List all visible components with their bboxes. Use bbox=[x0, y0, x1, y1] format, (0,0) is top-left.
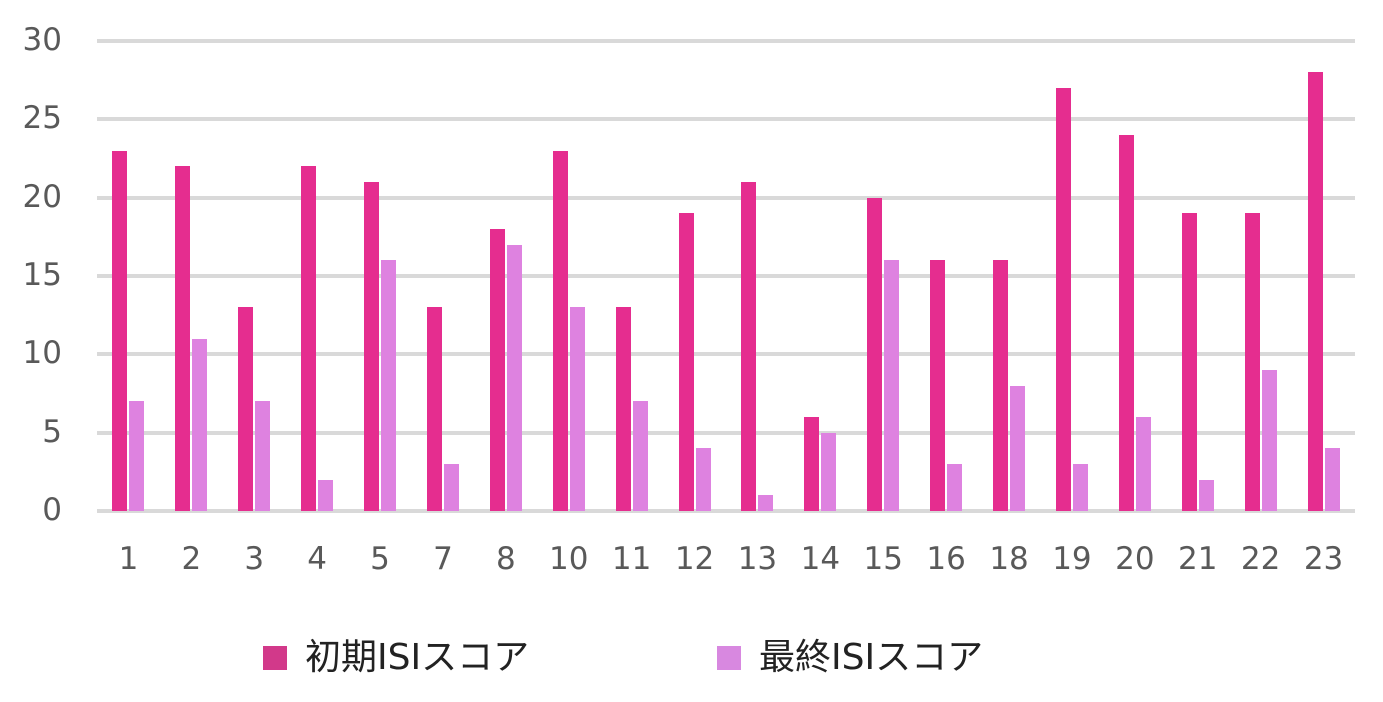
gridline bbox=[97, 430, 1355, 435]
bar-final-isi bbox=[1324, 448, 1340, 511]
bar-final-isi bbox=[255, 401, 271, 511]
y-tick-label: 15 bbox=[22, 257, 62, 293]
y-tick-label: 25 bbox=[22, 100, 62, 137]
legend-swatch-final bbox=[717, 646, 741, 670]
x-tick-label: 23 bbox=[1303, 541, 1344, 577]
gridline bbox=[97, 195, 1355, 200]
y-tick-label: 0 bbox=[42, 492, 62, 528]
bar-initial-isi bbox=[615, 307, 631, 511]
bar-final-isi bbox=[443, 464, 459, 511]
gridline bbox=[97, 352, 1355, 357]
bar-final-isi bbox=[695, 448, 711, 511]
bar-initial-isi bbox=[678, 213, 694, 511]
gridline bbox=[97, 39, 1355, 43]
legend-item-initial: 初期ISIスコア bbox=[263, 640, 529, 676]
bar-initial-isi bbox=[867, 197, 883, 511]
bar-initial-isi bbox=[741, 182, 757, 511]
x-tick-label: 22 bbox=[1240, 541, 1281, 577]
bar-final-isi bbox=[947, 464, 963, 511]
x-tick-label: 14 bbox=[800, 541, 841, 577]
x-tick-label: 18 bbox=[989, 541, 1029, 577]
bar-final-isi bbox=[1261, 370, 1277, 511]
bar-final-isi bbox=[1135, 417, 1151, 511]
bar-final-isi bbox=[1010, 385, 1026, 511]
bar-initial-isi bbox=[993, 260, 1009, 511]
gridline bbox=[97, 274, 1355, 278]
x-tick-label: 10 bbox=[549, 541, 589, 577]
legend-swatch-initial bbox=[263, 646, 287, 670]
bar-initial-isi bbox=[1055, 88, 1071, 511]
x-tick-label: 21 bbox=[1178, 541, 1218, 577]
bar-final-isi bbox=[758, 495, 774, 511]
legend: 初期ISIスコア 最終ISIスコア bbox=[0, 640, 1383, 690]
bar-final-isi bbox=[569, 307, 585, 511]
bar-final-isi bbox=[821, 432, 837, 511]
legend-item-final: 最終ISIスコア bbox=[717, 640, 983, 676]
legend-label-final: 最終ISIスコア bbox=[759, 637, 984, 678]
bar-final-isi bbox=[884, 260, 900, 511]
x-tick-label: 13 bbox=[737, 541, 778, 577]
x-tick-label: 1 bbox=[118, 541, 139, 577]
bar-initial-isi bbox=[238, 307, 254, 511]
bar-initial-isi bbox=[1118, 135, 1134, 511]
bar-initial-isi bbox=[930, 260, 946, 511]
bar-initial-isi bbox=[1307, 72, 1323, 511]
x-tick-label: 16 bbox=[926, 541, 966, 577]
bar-initial-isi bbox=[426, 307, 442, 511]
bar-initial-isi bbox=[489, 229, 505, 511]
x-tick-label: 20 bbox=[1115, 541, 1155, 577]
bar-final-isi bbox=[129, 401, 145, 511]
y-tick-label: 20 bbox=[22, 178, 62, 215]
x-tick-label: 19 bbox=[1052, 541, 1092, 577]
gridline bbox=[97, 117, 1355, 122]
bar-initial-isi bbox=[1244, 213, 1260, 511]
bar-initial-isi bbox=[1181, 213, 1197, 511]
bar-final-isi bbox=[318, 479, 334, 511]
gridline bbox=[97, 509, 1355, 513]
x-tick-label: 5 bbox=[370, 541, 390, 577]
y-tick-label: 10 bbox=[22, 335, 62, 372]
x-tick-label: 8 bbox=[495, 541, 516, 577]
y-tick-label: 30 bbox=[22, 22, 62, 58]
bar-initial-isi bbox=[112, 150, 128, 511]
legend-label-initial: 初期ISIスコア bbox=[305, 637, 530, 678]
x-tick-label: 11 bbox=[611, 541, 652, 577]
x-tick-label: 12 bbox=[674, 541, 715, 577]
y-tick-label: 5 bbox=[42, 413, 62, 450]
bar-final-isi bbox=[1072, 464, 1088, 511]
bar-final-isi bbox=[506, 244, 522, 511]
bar-final-isi bbox=[632, 401, 648, 511]
x-tick-label: 4 bbox=[307, 541, 327, 577]
bar-initial-isi bbox=[804, 417, 820, 511]
x-tick-label: 15 bbox=[863, 541, 903, 577]
bar-initial-isi bbox=[364, 182, 380, 511]
bar-initial-isi bbox=[552, 150, 568, 511]
bar-final-isi bbox=[381, 260, 397, 511]
bar-final-isi bbox=[1198, 479, 1214, 511]
x-tick-label: 2 bbox=[181, 541, 202, 577]
bar-initial-isi bbox=[175, 166, 191, 511]
bar-final-isi bbox=[192, 338, 208, 511]
x-tick-label: 3 bbox=[244, 541, 265, 577]
x-tick-label: 7 bbox=[433, 541, 453, 577]
bar-initial-isi bbox=[301, 166, 317, 511]
